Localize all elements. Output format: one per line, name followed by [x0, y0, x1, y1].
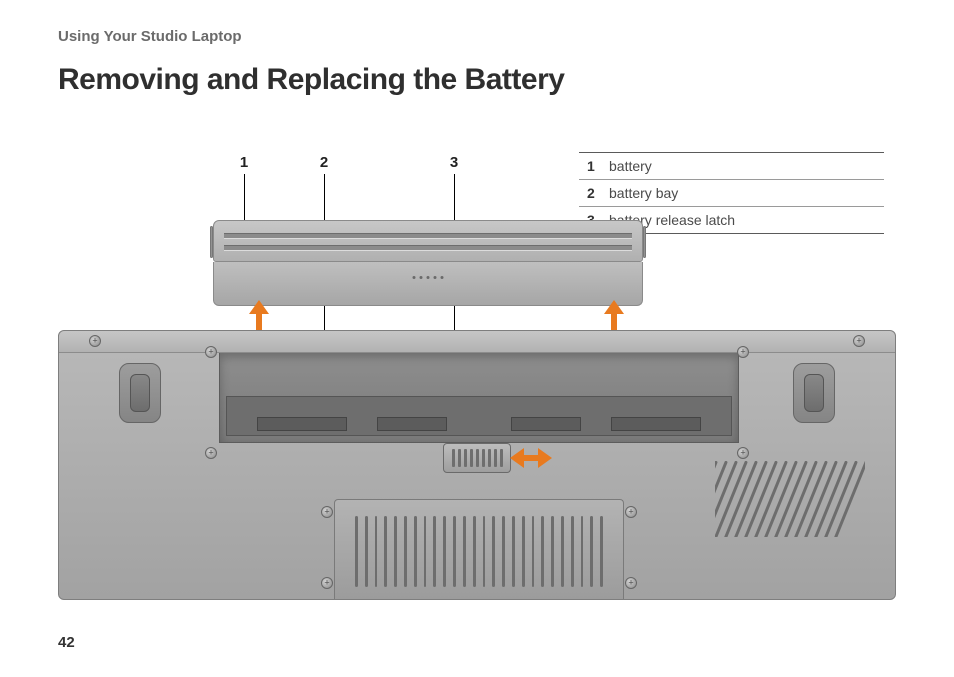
vent-icon	[715, 461, 865, 537]
screw-icon	[321, 506, 333, 518]
slide-arrow-icon	[512, 450, 550, 466]
section-title: Using Your Studio Laptop	[58, 28, 896, 45]
battery-diagram: 1 2 3	[58, 150, 896, 620]
callout-3: 3	[444, 154, 464, 171]
rubber-foot-icon	[119, 363, 161, 423]
laptop-base-illustration	[58, 330, 896, 600]
screw-icon	[625, 506, 637, 518]
release-latch-illustration	[443, 443, 511, 473]
screw-icon	[321, 577, 333, 589]
battery-illustration	[213, 220, 643, 308]
screw-icon	[89, 335, 101, 347]
screw-icon	[737, 447, 749, 459]
manual-page: Using Your Studio Laptop Removing and Re…	[0, 0, 954, 677]
vent-panel-illustration	[334, 499, 624, 599]
rubber-foot-icon	[793, 363, 835, 423]
screw-icon	[737, 346, 749, 358]
screw-icon	[205, 346, 217, 358]
battery-indicator-icon	[413, 276, 444, 279]
screw-icon	[853, 335, 865, 347]
battery-bay-illustration	[219, 353, 739, 443]
screw-icon	[205, 447, 217, 459]
callout-2: 2	[314, 154, 334, 171]
callout-1: 1	[234, 154, 254, 171]
screw-icon	[625, 577, 637, 589]
page-number: 42	[58, 634, 75, 651]
page-title: Removing and Replacing the Battery	[58, 63, 896, 97]
